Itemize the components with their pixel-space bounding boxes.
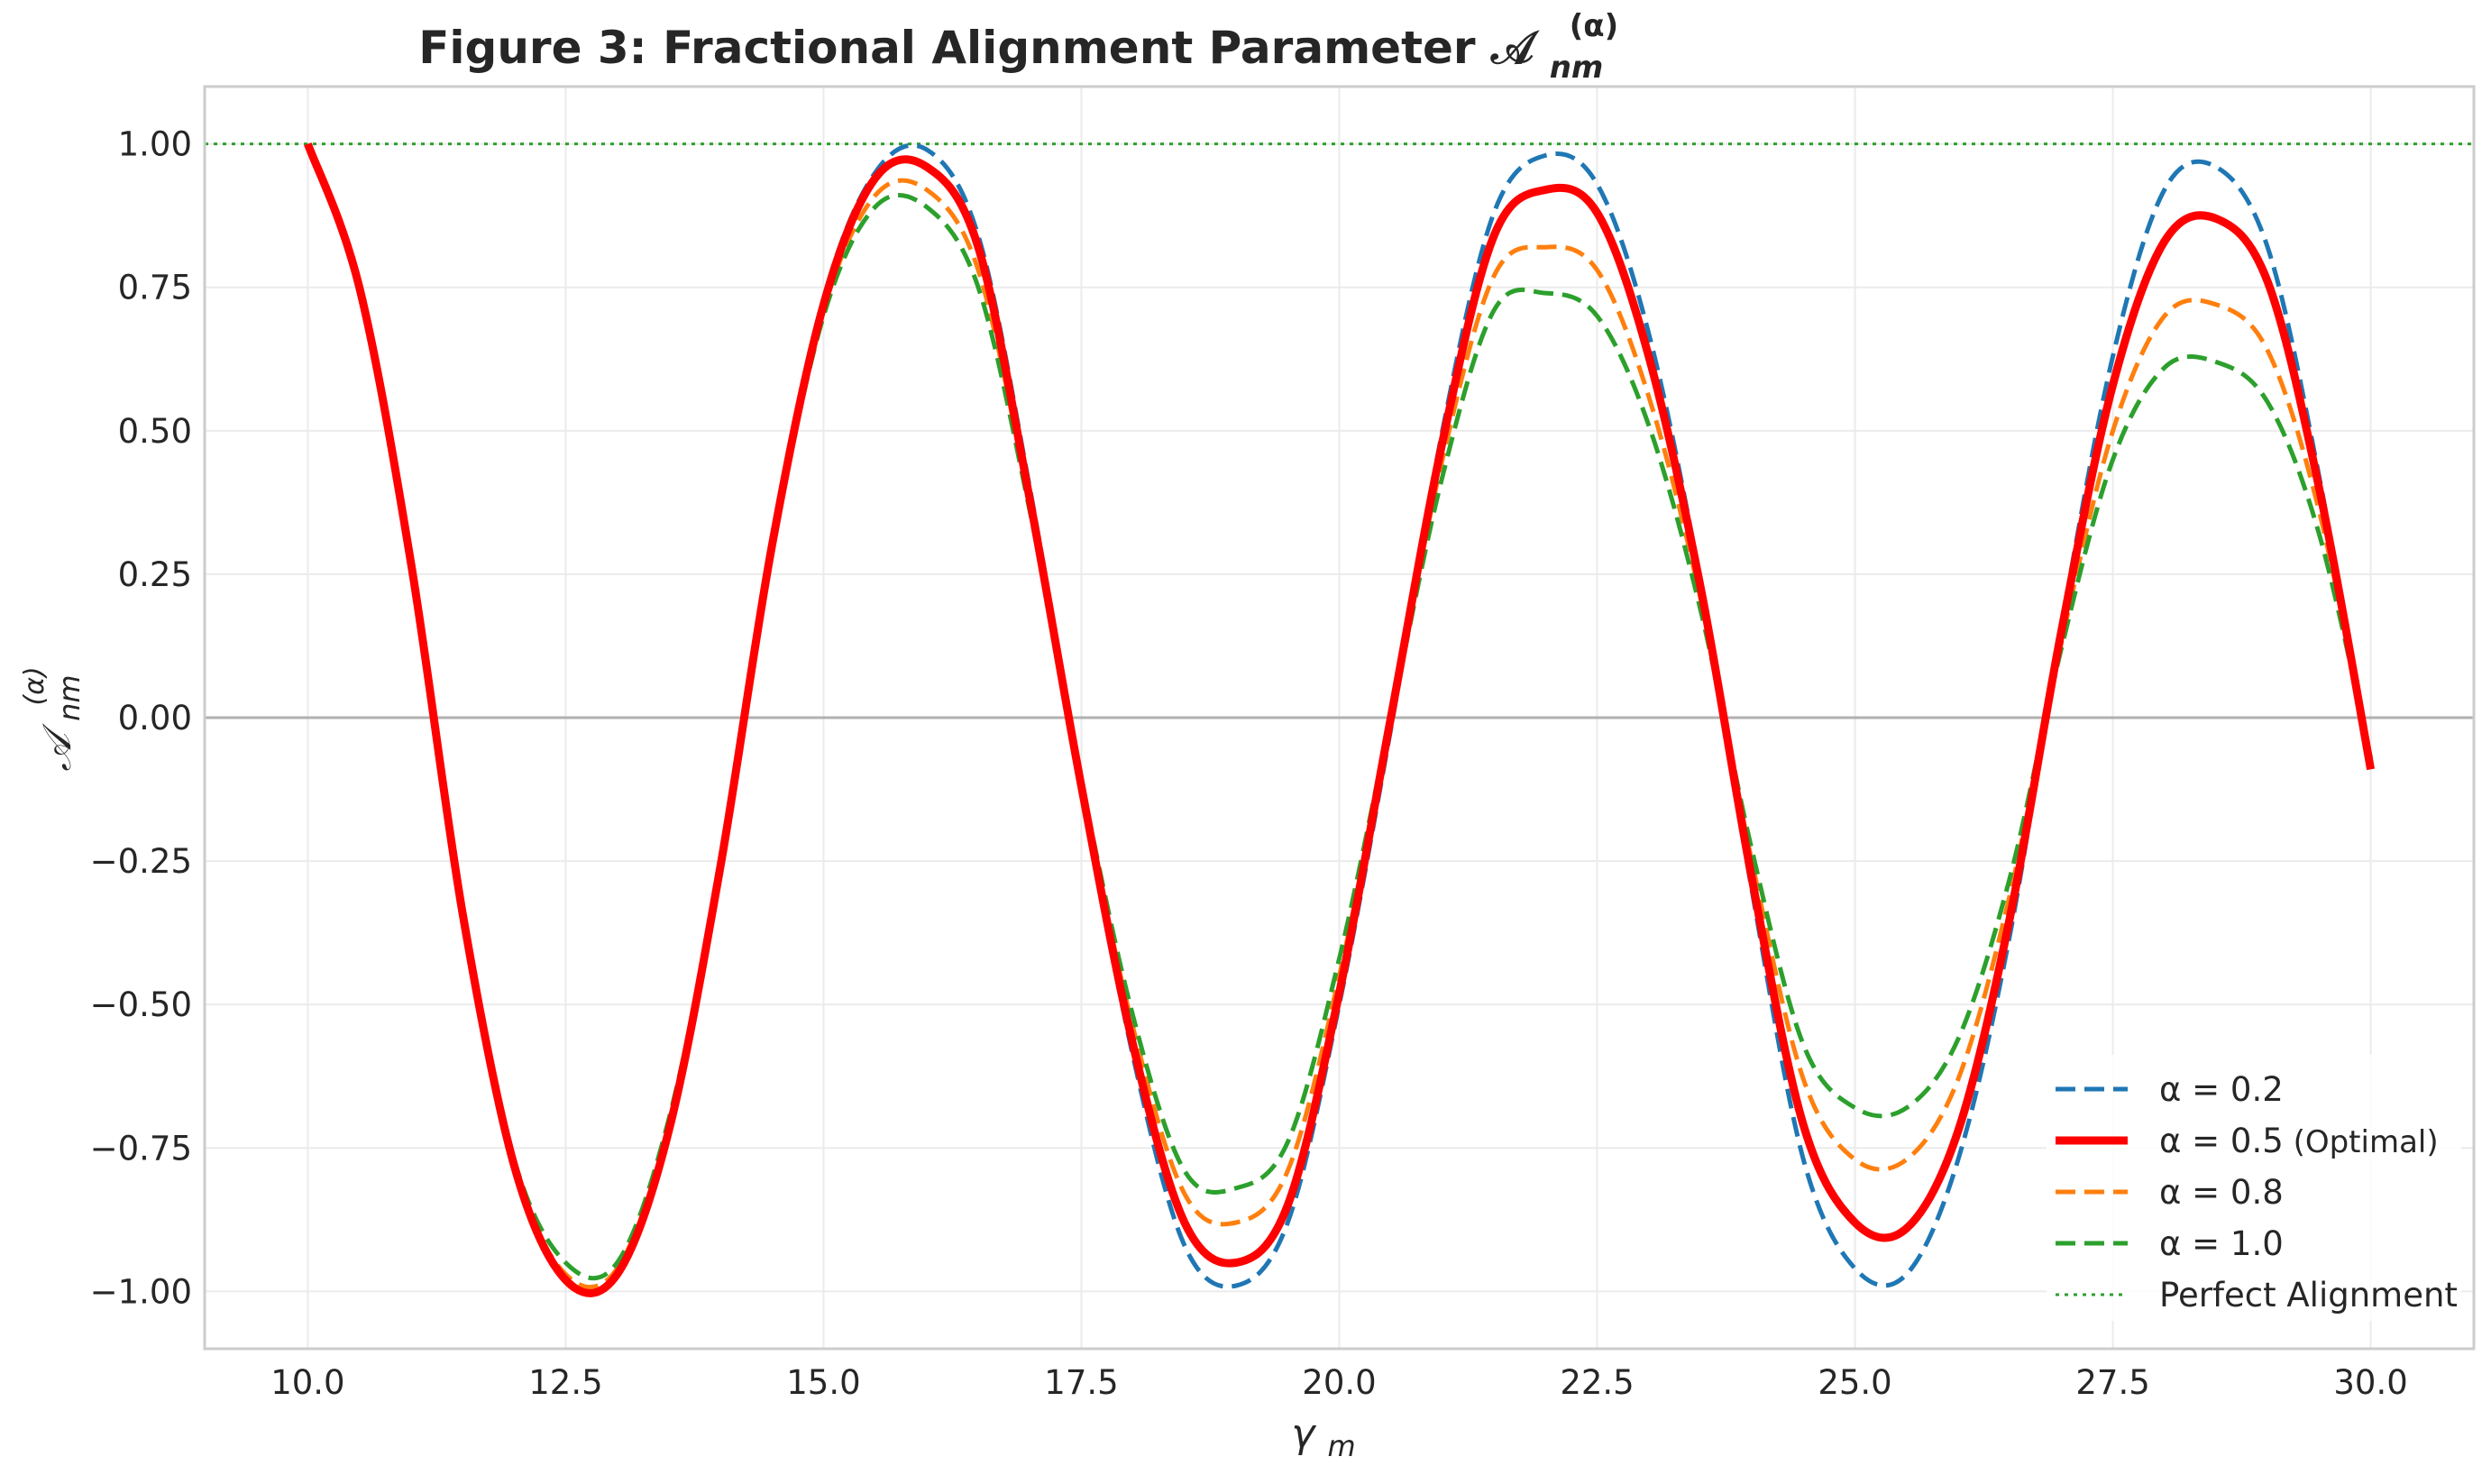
y-axis-label-sup: (α) [19, 666, 50, 705]
x-axis-label-text: γ [1291, 1411, 1316, 1457]
y-tick-label: 0.25 [118, 555, 192, 594]
chart-title-sup: (α) [1570, 8, 1618, 44]
y-tick-label: 0.50 [118, 412, 192, 451]
legend-label: α = 1.0 [2159, 1224, 2284, 1263]
series-line-2 [306, 142, 2374, 1290]
y-tick-label: 1.00 [118, 125, 192, 164]
legend-item: α = 0.8 [2056, 1173, 2284, 1212]
y-axis-ticks: 1.00 0.75 0.50 0.25 0.00 −0.25 −0.50 −0.75 −1.00 [90, 125, 192, 1312]
x-axis-ticks: 10.0 12.5 15.0 17.5 20.0 22.5 25.0 27.5 30.0 [270, 1363, 2408, 1402]
y-tick-label: −1.00 [90, 1272, 192, 1311]
legend-background [2047, 1055, 2461, 1321]
x-tick-label: 25.0 [1818, 1363, 1891, 1402]
plot-frame [203, 85, 2476, 1351]
legend-label: α = 0.2 [2159, 1070, 2284, 1109]
y-tick-label: 0.75 [118, 269, 192, 307]
y-axis-label-sub: nm [52, 674, 87, 720]
y-tick-label: −0.75 [90, 1129, 192, 1168]
x-tick-label: 20.0 [1302, 1363, 1376, 1402]
y-tick-label: 0.00 [118, 699, 192, 737]
chart-title: Figure 3: Fractional Alignment Parameter… [418, 8, 1619, 88]
x-tick-label: 30.0 [2333, 1363, 2407, 1402]
x-tick-label: 17.5 [1044, 1363, 1118, 1402]
legend-label: Perfect Alignment [2159, 1276, 2458, 1315]
legend-item: α = 1.0 [2056, 1224, 2284, 1263]
reference-lines [205, 142, 2474, 719]
legend-item: α = 0.2 [2056, 1070, 2284, 1109]
legend-label: α = 0.5 (Optimal) [2159, 1122, 2439, 1160]
y-axis-label-text: 𝒜 [34, 723, 80, 772]
x-axis-label: γ m [1291, 1411, 1355, 1463]
legend-label-suffix: (Optimal) [2284, 1124, 2439, 1160]
series-lines [304, 142, 2376, 1297]
y-tick-label: −0.50 [90, 985, 192, 1024]
x-tick-label: 10.0 [270, 1363, 344, 1402]
chart-title-text: Figure 3: Fractional Alignment Parameter… [418, 22, 1540, 74]
y-tick-label: −0.25 [90, 842, 192, 881]
legend: α = 0.2 α = 0.5 (Optimal) α = 0.8 α = 1.0 Pe… [2047, 1055, 2461, 1321]
x-axis-label-sub: m [1327, 1429, 1355, 1463]
x-tick-label: 12.5 [528, 1363, 602, 1402]
series-line-1 [304, 142, 2376, 1297]
legend-item: Perfect Alignment [2056, 1276, 2458, 1315]
chart-title-sub: nm [1550, 50, 1604, 86]
x-tick-label: 27.5 [2075, 1363, 2149, 1402]
legend-label: α = 0.8 [2159, 1173, 2284, 1212]
legend-item: α = 0.5 (Optimal) [2056, 1122, 2439, 1160]
x-tick-label: 22.5 [1560, 1363, 1634, 1402]
series-line-3 [306, 142, 2374, 1281]
y-axis-label: 𝒜 nm (α) [19, 662, 89, 771]
x-tick-label: 15.0 [786, 1363, 860, 1402]
